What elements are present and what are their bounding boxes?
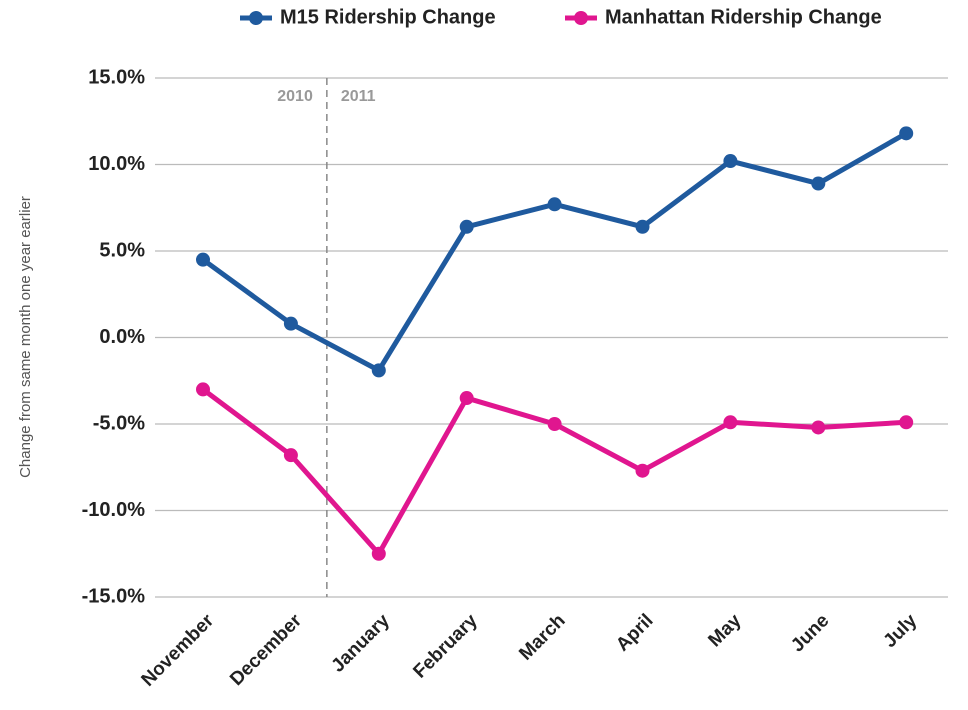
x-tick-label: July xyxy=(880,610,922,652)
x-tick-label: January xyxy=(328,610,395,677)
data-point xyxy=(811,420,826,435)
legend-swatch-dot xyxy=(574,11,588,25)
legend-swatch-dot xyxy=(249,11,263,25)
data-point xyxy=(635,219,650,234)
year-label: 2010 xyxy=(277,88,313,105)
data-point xyxy=(283,316,298,331)
x-tick-label: May xyxy=(704,610,745,651)
series-line xyxy=(201,131,908,373)
data-point xyxy=(547,417,562,431)
x-tick-label: November xyxy=(138,610,219,691)
x-tick-label: February xyxy=(409,610,482,683)
y-tick-label: 10.0% xyxy=(88,153,145,175)
y-tick-label: 0.0% xyxy=(99,326,145,348)
data-point xyxy=(635,463,650,478)
data-point xyxy=(371,363,386,378)
data-point xyxy=(196,252,210,267)
y-tick-label: 5.0% xyxy=(99,239,145,261)
data-point xyxy=(459,219,474,234)
series-line xyxy=(201,387,907,557)
data-point xyxy=(547,197,562,212)
x-tick-label: June xyxy=(787,610,833,656)
data-point xyxy=(899,126,914,141)
data-point xyxy=(723,415,738,430)
data-point xyxy=(723,154,738,169)
year-label: 2011 xyxy=(341,88,376,105)
y-tick-label: -10.0% xyxy=(82,499,146,521)
data-point xyxy=(283,448,298,463)
data-point xyxy=(459,391,474,406)
data-point xyxy=(371,546,386,561)
legend-label: M15 Ridership Change xyxy=(280,6,496,28)
data-point xyxy=(899,415,914,430)
legend-label: Manhattan Ridership Change xyxy=(605,6,882,28)
y-tick-label: -5.0% xyxy=(93,412,145,434)
y-tick-label: -15.0% xyxy=(82,585,146,607)
data-point xyxy=(811,176,826,191)
x-tick-label: March xyxy=(515,610,569,664)
y-tick-label: 15.0% xyxy=(88,66,145,88)
x-tick-label: December xyxy=(226,610,306,690)
y-axis-title: Change from same month one year earlier xyxy=(17,196,34,478)
x-tick-label: April xyxy=(612,610,657,655)
data-point xyxy=(196,382,210,397)
